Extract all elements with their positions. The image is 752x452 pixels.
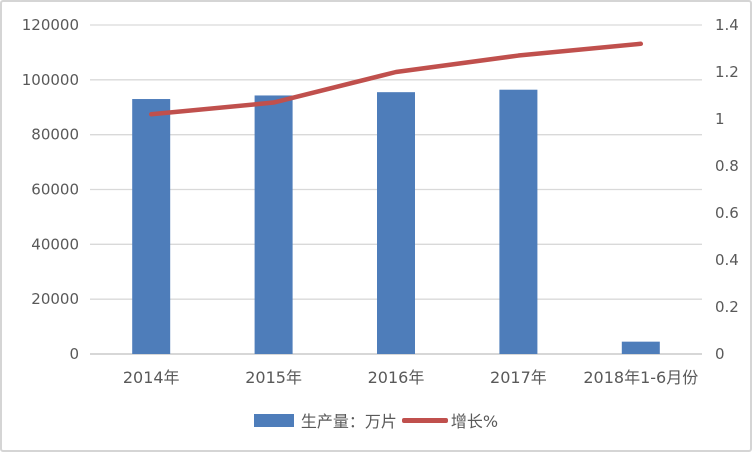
left-axis-label: 60000 (31, 181, 79, 199)
right-axis-label: 0.2 (715, 298, 739, 316)
x-axis-label: 2017年 (490, 368, 547, 387)
left-axis-label: 40000 (31, 235, 79, 253)
bar-2015年 (254, 95, 293, 355)
legend-bar-label: 生产量：万片 (300, 412, 397, 431)
combo-chart: 120000 100000 80000 60000 40000 20000 0 1.4 1.2 1… (22, 16, 739, 387)
bar-2014年 (132, 99, 171, 355)
x-axis-label: 2014年 (123, 368, 180, 387)
x-axis-label: 2016年 (368, 368, 425, 387)
left-axis-label: 100000 (22, 71, 79, 89)
left-axis-label: 120000 (22, 16, 79, 34)
x-axis-label: 2015年 (245, 368, 302, 387)
left-axis-label: 20000 (31, 290, 79, 308)
right-axis-label: 0.8 (715, 157, 739, 175)
right-axis-label: 0.6 (715, 204, 739, 222)
right-axis-label: 1 (715, 110, 725, 128)
bar-2016年 (377, 92, 415, 354)
legend-line-swatch (401, 417, 448, 423)
legend-bar-swatch (253, 413, 294, 427)
right-axis-label: 1.4 (715, 16, 739, 34)
bar-2018年1-6月份 (621, 341, 660, 354)
left-axis-label: 80000 (31, 126, 79, 144)
growth-line (148, 41, 644, 117)
x-axis-label: 2018年1-6月份 (583, 368, 698, 387)
bar-2017年 (499, 89, 538, 354)
right-axis-label: 1.2 (715, 63, 739, 81)
right-axis-label: 0.4 (715, 251, 739, 269)
chart-legend: 生产量：万片 增长% (2, 408, 750, 432)
right-axis-label: 0 (715, 345, 725, 363)
left-axis-label: 0 (69, 345, 79, 363)
legend-line-label: 增长% (450, 412, 499, 431)
